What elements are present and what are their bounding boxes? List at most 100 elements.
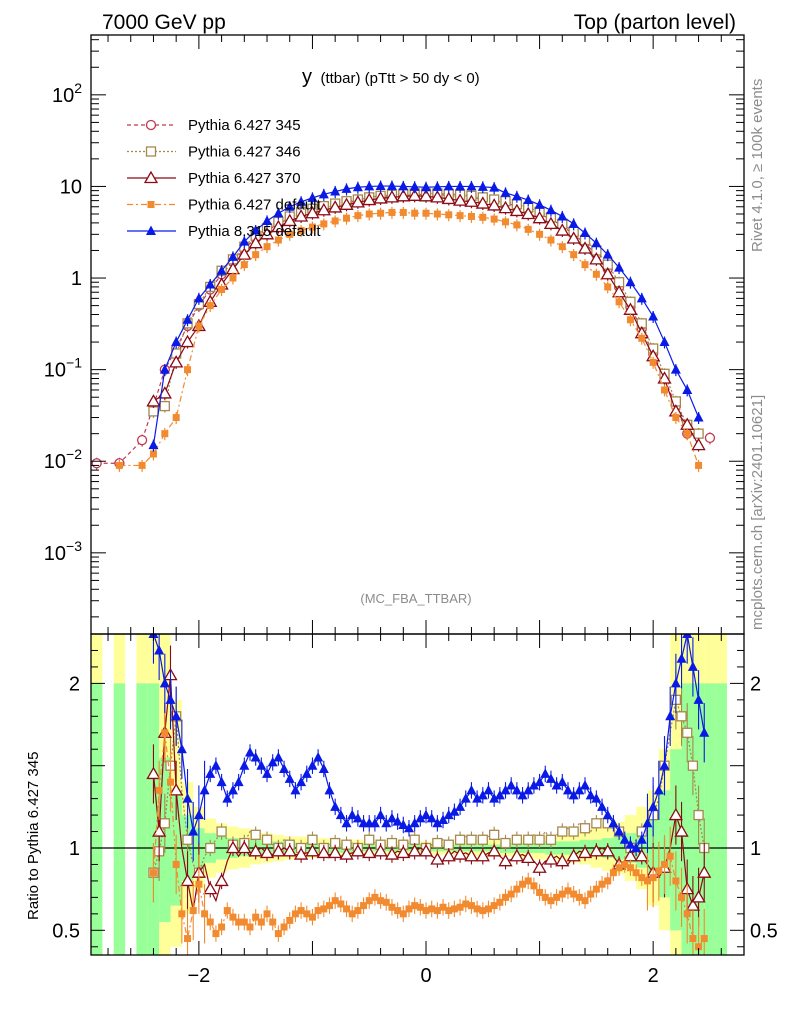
ratio-point — [330, 801, 341, 811]
data-point — [262, 215, 273, 225]
data-point — [443, 180, 454, 191]
ratio-point — [564, 887, 572, 895]
x-tick-label: 0 — [420, 965, 431, 987]
main-title-var: y — [302, 66, 312, 88]
data-point — [331, 217, 339, 225]
band-green — [681, 683, 693, 955]
ratio-point — [305, 843, 320, 857]
ratio-point — [691, 890, 706, 903]
ratio-point — [693, 694, 704, 704]
ratio-point — [443, 839, 454, 850]
data-point — [570, 251, 578, 259]
ratio-point — [152, 824, 167, 837]
ratio-point — [237, 840, 252, 854]
ratio-point — [291, 910, 299, 918]
data-point — [320, 220, 328, 228]
data-point — [169, 355, 184, 368]
ratio-point — [203, 881, 218, 895]
data-point — [248, 235, 263, 249]
ratio-point — [524, 877, 532, 885]
ratio-point — [695, 943, 703, 951]
ratio-point — [668, 807, 683, 821]
ratio-point — [638, 874, 646, 882]
data-point — [636, 292, 647, 303]
ratio-point — [454, 834, 466, 845]
data-point — [455, 180, 466, 191]
ratio-point — [189, 907, 197, 915]
band-green — [113, 683, 126, 955]
data-point — [502, 218, 510, 226]
ratio-point — [188, 826, 199, 836]
ratio-point — [307, 760, 318, 770]
data-point — [377, 209, 385, 217]
ratio-point — [655, 867, 663, 875]
ratio-point — [248, 843, 263, 857]
ratio-point — [570, 890, 578, 898]
data-point — [543, 216, 559, 230]
data-point — [592, 270, 600, 278]
data-point — [568, 218, 579, 228]
ratio-point — [178, 910, 186, 918]
y-tick-base: 10 — [44, 360, 66, 382]
data-point — [670, 364, 681, 374]
ratio-point — [347, 809, 358, 820]
data-point — [602, 249, 613, 259]
ratio-point — [555, 853, 570, 867]
ratio-point — [614, 826, 625, 836]
ratio-point — [273, 751, 284, 762]
series-p6def — [115, 206, 703, 472]
y-tick-exp: 2 — [74, 80, 82, 96]
ratio-point — [279, 763, 290, 773]
ratio-point — [643, 877, 651, 885]
data-point — [524, 225, 532, 233]
ratio-point — [697, 865, 712, 878]
ratio-point — [462, 900, 470, 908]
ratio-point — [659, 760, 670, 770]
data-point — [172, 414, 180, 422]
data-point — [421, 181, 432, 192]
ratio-point — [301, 768, 312, 778]
ratio-point — [269, 918, 277, 926]
ratio-point — [511, 834, 523, 845]
ratio-point — [484, 905, 492, 913]
ratio-point — [460, 793, 471, 803]
series-p370 — [146, 188, 706, 452]
data-point — [418, 189, 434, 202]
ratio-point — [553, 893, 561, 901]
data-point — [146, 394, 161, 407]
ratio-point — [184, 935, 192, 943]
y-tick-base: 10 — [44, 543, 66, 565]
data-point — [657, 371, 672, 384]
ratio-point — [467, 902, 475, 910]
data-point — [384, 190, 400, 203]
ratio-point — [543, 852, 559, 865]
ratio-point — [155, 786, 163, 794]
band-green — [147, 683, 160, 955]
ratio-point — [382, 898, 390, 906]
ratio-point — [687, 661, 698, 671]
y-tick-label: 10−3 — [44, 538, 82, 565]
data-point — [475, 196, 490, 209]
header-left: 7000 GeV pp — [102, 11, 226, 34]
ratio-point — [154, 644, 165, 655]
data-point — [350, 195, 365, 208]
ratio-point — [597, 801, 608, 811]
data-point — [286, 230, 294, 238]
ratio-point — [693, 809, 704, 821]
data-point — [704, 432, 716, 444]
data-point — [182, 314, 193, 324]
ratio-point — [513, 885, 521, 893]
ratio-point — [625, 839, 636, 849]
data-point — [206, 302, 214, 310]
ratio-point — [528, 779, 539, 790]
ratio-point — [182, 834, 193, 845]
data-point — [115, 461, 123, 469]
ratio-point — [540, 768, 551, 778]
ratio-point — [235, 918, 243, 926]
data-point — [661, 386, 669, 394]
ratio-point — [381, 817, 392, 828]
ratio-point — [456, 903, 464, 911]
ratio-point — [581, 897, 589, 905]
ratio-point — [619, 834, 630, 844]
ratio-point — [676, 711, 687, 722]
